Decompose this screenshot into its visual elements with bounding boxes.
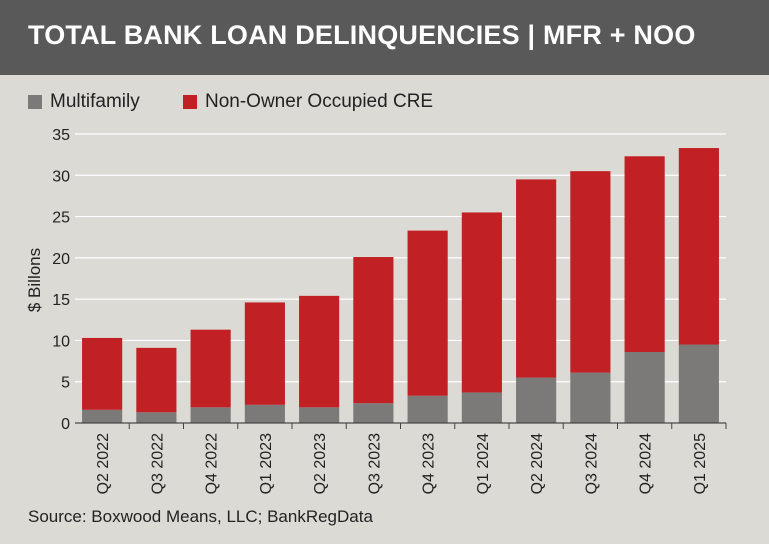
x-tick-label: Q2 2024 bbox=[529, 433, 546, 494]
x-tick-label: Q3 2023 bbox=[366, 433, 383, 494]
y-axis-label: $ Billons bbox=[25, 248, 44, 312]
bar-noo-cre bbox=[299, 295, 340, 408]
x-tick-label: Q4 2024 bbox=[638, 433, 655, 494]
y-tick-label: 20 bbox=[52, 251, 70, 268]
x-tick-label: Q4 2023 bbox=[421, 433, 438, 494]
bar-noo-cre bbox=[678, 148, 719, 345]
bar-noo-cre bbox=[624, 156, 665, 352]
y-tick-label: 30 bbox=[52, 168, 70, 185]
bar-noo-cre bbox=[353, 257, 394, 404]
y-tick-label: 10 bbox=[52, 333, 70, 350]
legend-label-noo-cre: Non-Owner Occupied CRE bbox=[205, 91, 434, 112]
bar-multifamily bbox=[244, 404, 285, 423]
bars bbox=[82, 148, 719, 423]
y-tick-label: 35 bbox=[52, 127, 70, 144]
bar-noo-cre bbox=[516, 179, 557, 378]
legend-swatch-noo-cre bbox=[183, 95, 197, 109]
bar-multifamily bbox=[136, 412, 177, 423]
bar-multifamily bbox=[82, 409, 123, 423]
x-tick-label: Q1 2023 bbox=[258, 433, 275, 494]
x-tick-label: Q3 2024 bbox=[583, 433, 600, 494]
legend-label-multifamily: Multifamily bbox=[50, 91, 140, 112]
legend-swatch-multifamily bbox=[28, 95, 42, 109]
bar-multifamily bbox=[570, 372, 611, 423]
bar-noo-cre bbox=[82, 337, 123, 410]
bar-multifamily bbox=[407, 395, 448, 423]
bar-multifamily bbox=[190, 407, 231, 423]
chart-title: TOTAL BANK LOAN DELINQUENCIES | MFR + NO… bbox=[28, 20, 696, 50]
bar-multifamily bbox=[461, 392, 502, 423]
bar-noo-cre bbox=[244, 302, 285, 405]
bar-noo-cre bbox=[461, 212, 502, 393]
source-note: Source: Boxwood Means, LLC; BankRegData bbox=[28, 507, 373, 526]
y-tick-label: 25 bbox=[52, 210, 70, 227]
bar-noo-cre bbox=[136, 347, 177, 413]
x-tick-label: Q2 2022 bbox=[95, 433, 112, 494]
y-tick-label: 0 bbox=[61, 416, 70, 433]
bar-multifamily bbox=[678, 344, 719, 423]
bar-noo-cre bbox=[190, 329, 231, 408]
y-tick-label: 15 bbox=[52, 292, 70, 309]
x-tick-label: Q1 2024 bbox=[475, 433, 492, 494]
bar-multifamily bbox=[353, 403, 394, 423]
x-tick-labels: Q2 2022 Q3 2022 Q4 2022 Q1 2023 Q2 2023 Q3 20… bbox=[95, 423, 727, 494]
y-tick-label: 5 bbox=[61, 375, 70, 392]
x-tick-label: Q1 2025 bbox=[692, 433, 709, 494]
title-bar: TOTAL BANK LOAN DELINQUENCIES | MFR + NO… bbox=[0, 0, 769, 75]
x-tick-label: Q4 2022 bbox=[204, 433, 221, 494]
x-tick-label: Q2 2023 bbox=[312, 433, 329, 494]
bar-noo-cre bbox=[570, 171, 611, 373]
x-tick-label: Q3 2022 bbox=[149, 433, 166, 494]
bar-multifamily bbox=[299, 407, 340, 423]
bar-multifamily bbox=[516, 377, 557, 423]
bar-noo-cre bbox=[407, 230, 448, 396]
y-tick-labels: 0 5 10 15 20 25 30 35 bbox=[52, 127, 70, 433]
bar-multifamily bbox=[624, 351, 665, 423]
